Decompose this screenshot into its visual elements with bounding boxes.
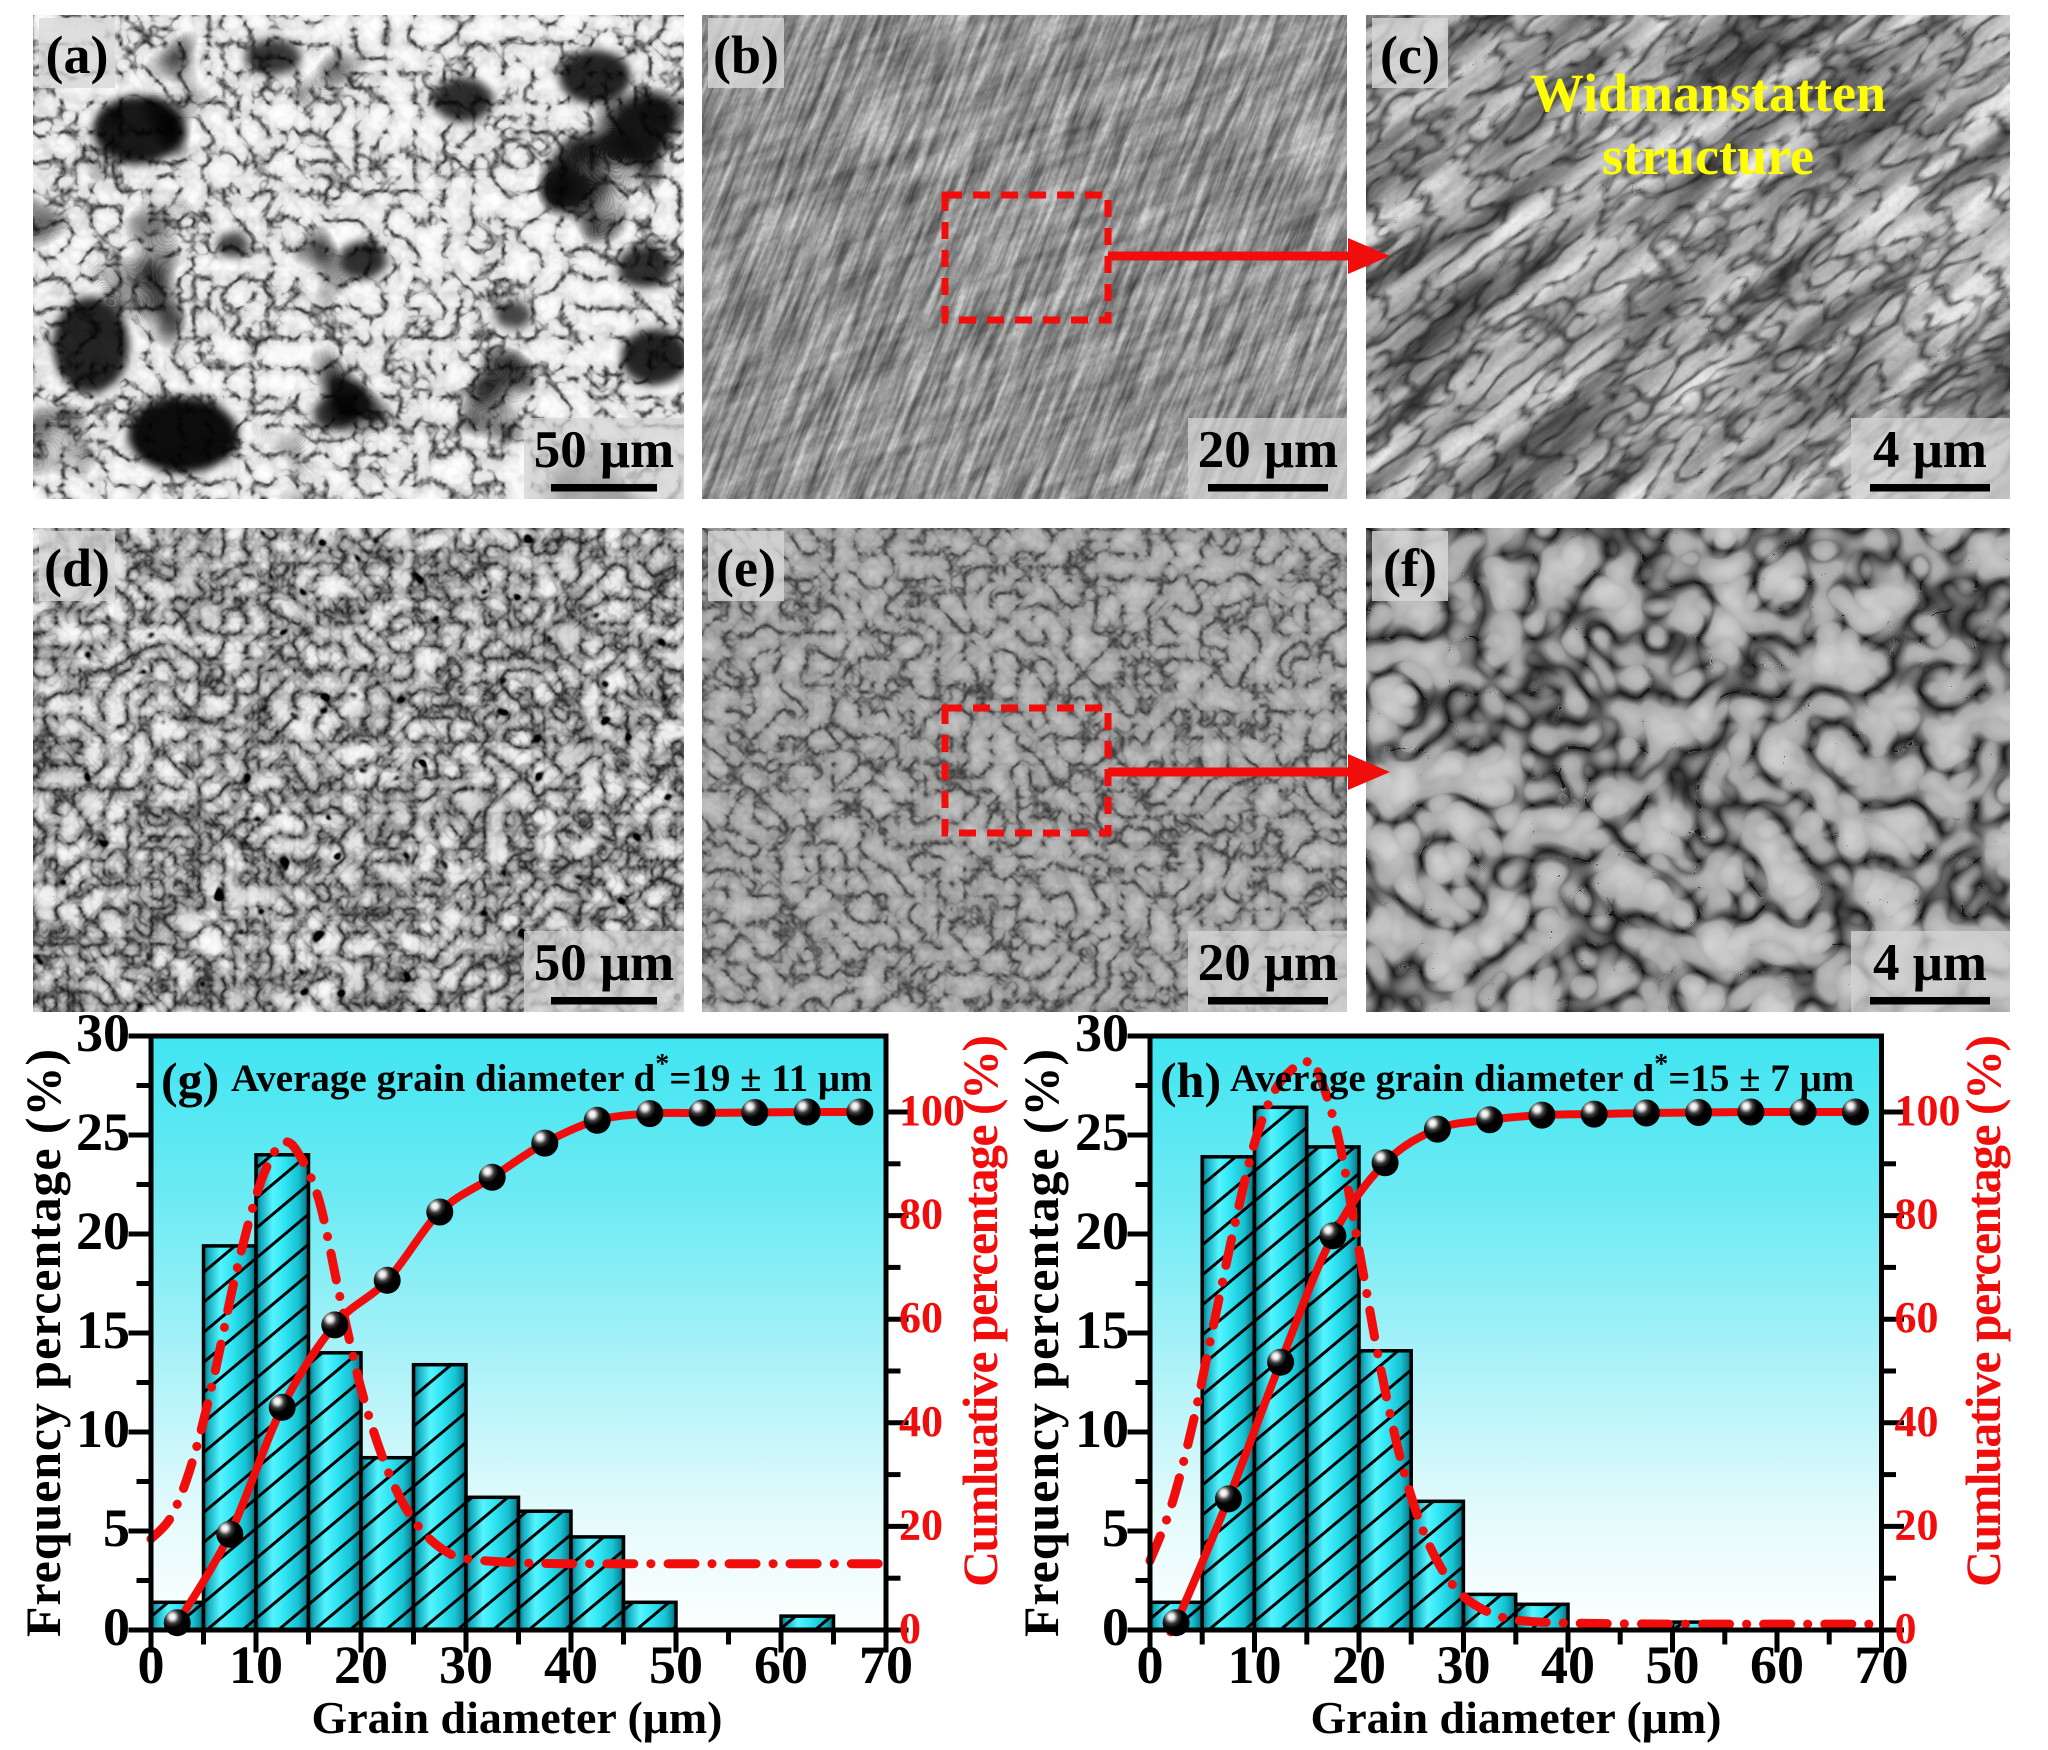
svg-text:100: 100 xyxy=(1895,1086,1961,1135)
svg-text:100: 100 xyxy=(899,1086,965,1135)
svg-text:25: 25 xyxy=(76,1102,130,1162)
svg-text:Frequency percentage (%): Frequency percentage (%) xyxy=(15,1049,71,1637)
svg-text:Widmanstatten: Widmanstatten xyxy=(1530,63,1886,123)
svg-text:10: 10 xyxy=(76,1399,130,1459)
svg-text:Cumluative percentage (%): Cumluative percentage (%) xyxy=(1955,1035,2011,1587)
svg-text:(h): (h) xyxy=(1160,1052,1221,1108)
svg-text:10: 10 xyxy=(229,1635,283,1695)
svg-text:20: 20 xyxy=(899,1500,943,1549)
svg-text:0: 0 xyxy=(1895,1604,1917,1653)
svg-text:50: 50 xyxy=(649,1635,703,1695)
svg-text:0: 0 xyxy=(899,1604,921,1653)
svg-text:50: 50 xyxy=(1646,1635,1700,1695)
svg-text:(f): (f) xyxy=(1383,538,1437,598)
svg-text:60: 60 xyxy=(899,1293,943,1342)
svg-text:0: 0 xyxy=(138,1635,165,1695)
svg-text:Average grain diameter d*=15 ±: Average grain diameter d*=15 ± 7 μm xyxy=(1230,1049,1854,1100)
svg-text:20: 20 xyxy=(1895,1500,1939,1549)
svg-text:0: 0 xyxy=(1102,1597,1129,1657)
svg-text:5: 5 xyxy=(1102,1498,1129,1558)
svg-text:50 μm: 50 μm xyxy=(534,934,674,992)
svg-text:60: 60 xyxy=(754,1635,808,1695)
svg-text:20: 20 xyxy=(1075,1201,1129,1261)
svg-text:10: 10 xyxy=(1228,1635,1282,1695)
svg-text:40: 40 xyxy=(544,1635,598,1695)
svg-text:20: 20 xyxy=(334,1635,388,1695)
svg-text:20: 20 xyxy=(1332,1635,1386,1695)
svg-text:20 μm: 20 μm xyxy=(1198,934,1338,992)
svg-text:10: 10 xyxy=(1075,1399,1129,1459)
svg-text:30: 30 xyxy=(76,1003,130,1063)
svg-text:15: 15 xyxy=(76,1300,130,1360)
svg-text:0: 0 xyxy=(1137,1635,1164,1695)
svg-text:40: 40 xyxy=(1895,1397,1939,1446)
svg-text:5: 5 xyxy=(103,1498,130,1558)
svg-text:40: 40 xyxy=(899,1397,943,1446)
svg-text:0: 0 xyxy=(103,1597,130,1657)
svg-text:40: 40 xyxy=(1541,1635,1595,1695)
svg-text:4 μm: 4 μm xyxy=(1873,421,1987,479)
svg-text:Grain diameter (μm): Grain diameter (μm) xyxy=(311,1692,722,1743)
svg-text:20: 20 xyxy=(76,1201,130,1261)
svg-text:30: 30 xyxy=(1075,1003,1129,1063)
svg-text:Grain diameter (μm): Grain diameter (μm) xyxy=(1310,1692,1721,1743)
svg-text:70: 70 xyxy=(1855,1635,1909,1695)
svg-text:structure: structure xyxy=(1602,126,1814,186)
svg-text:15: 15 xyxy=(1075,1300,1129,1360)
svg-text:30: 30 xyxy=(1437,1635,1491,1695)
svg-text:60: 60 xyxy=(1895,1293,1939,1342)
svg-text:20 μm: 20 μm xyxy=(1198,421,1338,479)
svg-text:Frequency percentage (%): Frequency percentage (%) xyxy=(1013,1049,1069,1637)
svg-text:(b): (b) xyxy=(713,25,779,85)
svg-text:50 μm: 50 μm xyxy=(534,421,674,479)
svg-text:(e): (e) xyxy=(716,538,776,598)
svg-text:(d): (d) xyxy=(44,538,110,598)
svg-text:70: 70 xyxy=(859,1635,913,1695)
svg-text:30: 30 xyxy=(439,1635,493,1695)
svg-text:(c): (c) xyxy=(1380,25,1440,85)
svg-text:(g): (g) xyxy=(161,1052,219,1108)
svg-text:80: 80 xyxy=(1895,1190,1939,1239)
svg-text:60: 60 xyxy=(1750,1635,1804,1695)
svg-text:80: 80 xyxy=(899,1190,943,1239)
svg-text:Average grain diameter d*=19 ±: Average grain diameter d*=19 ± 11 μm xyxy=(231,1049,873,1100)
svg-text:4 μm: 4 μm xyxy=(1873,934,1987,992)
svg-text:Cumluative percentage (%): Cumluative percentage (%) xyxy=(952,1035,1008,1587)
svg-text:(a): (a) xyxy=(46,25,109,85)
svg-text:25: 25 xyxy=(1075,1102,1129,1162)
